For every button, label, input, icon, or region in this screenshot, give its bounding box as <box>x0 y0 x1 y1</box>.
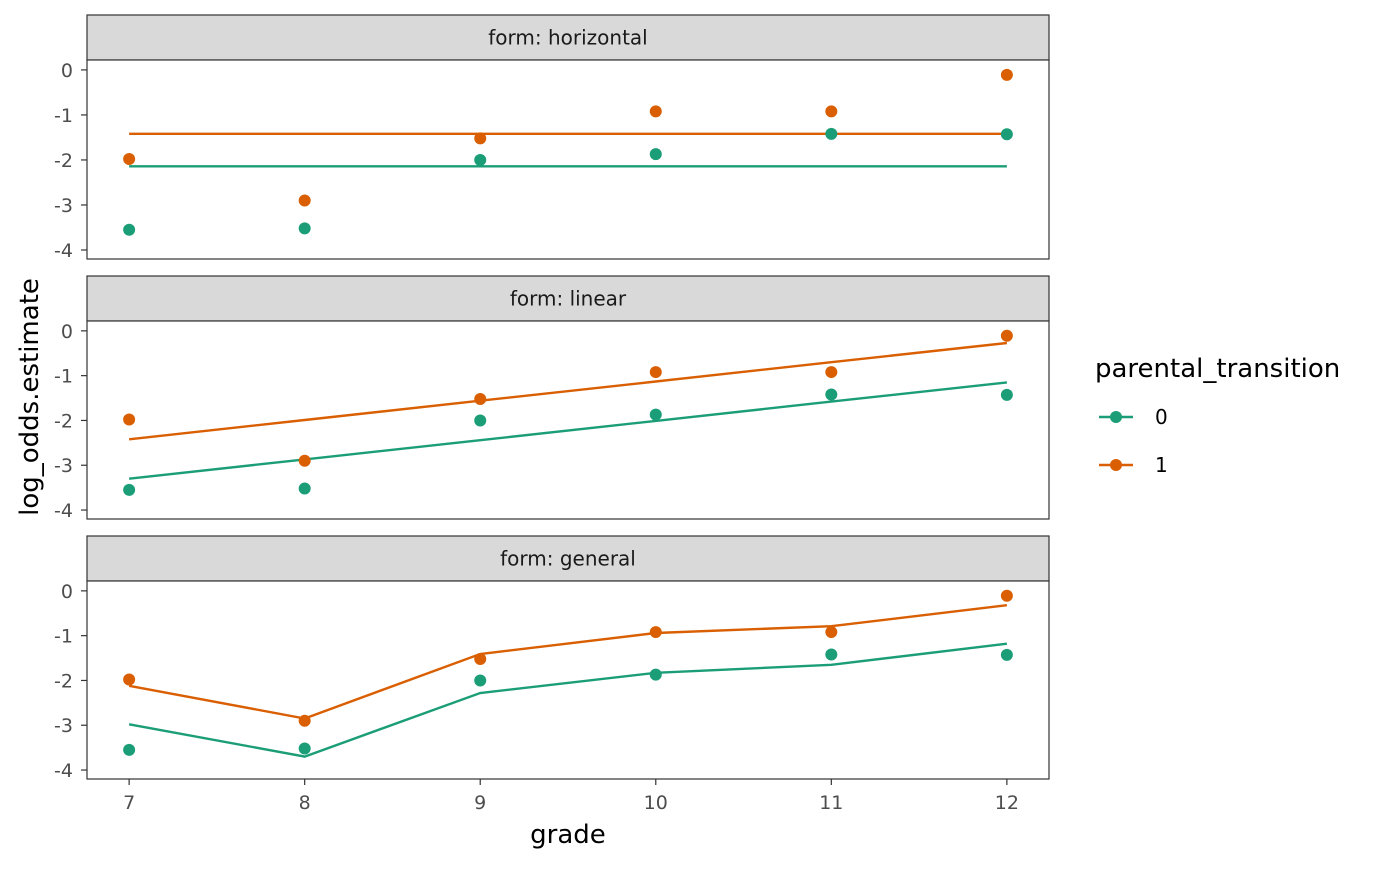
facet-panel-2: form: linear 0 -1 -2 -3 -4 <box>54 275 1050 522</box>
observed-point-transition-1 <box>1000 68 1013 81</box>
observed-point-transition-1 <box>298 714 311 727</box>
observed-point-transition-1 <box>825 626 838 639</box>
observed-point-transition-1 <box>474 132 487 145</box>
y-tick-label: 0 <box>61 581 73 603</box>
observed-point-transition-1 <box>649 105 662 118</box>
observed-point-transition-0 <box>649 408 662 421</box>
facet-strip <box>86 275 1050 322</box>
y-tick-label: -1 <box>54 626 73 648</box>
legend-label: 1 <box>1155 453 1168 477</box>
observed-point-transition-1 <box>649 366 662 379</box>
legend-item-1: 1 <box>1099 453 1168 477</box>
observed-point-transition-0 <box>298 222 311 235</box>
legend-key-point <box>1110 459 1122 471</box>
observed-point-transition-1 <box>123 673 136 686</box>
observed-point-transition-0 <box>649 668 662 681</box>
observed-point-transition-1 <box>1000 329 1013 342</box>
observed-point-transition-0 <box>474 414 487 427</box>
observed-point-transition-0 <box>1000 128 1013 141</box>
observed-point-transition-0 <box>298 482 311 495</box>
observed-point-transition-1 <box>825 105 838 118</box>
x-axis-title: grade <box>530 820 606 850</box>
panel-border <box>86 580 1050 780</box>
x-tick-label: 9 <box>474 792 486 814</box>
facet-strip <box>86 14 1050 61</box>
fitted-line-transition-0 <box>128 642 1008 758</box>
x-tick-label: 8 <box>299 792 311 814</box>
y-tick-label: -1 <box>54 366 73 388</box>
observed-point-transition-0 <box>298 742 311 755</box>
panel-border <box>86 59 1050 260</box>
observed-point-transition-0 <box>825 648 838 661</box>
x-tick-label: 11 <box>819 792 843 814</box>
observed-point-transition-1 <box>474 652 487 665</box>
observed-point-transition-0 <box>649 148 662 161</box>
panel-border <box>86 320 1050 520</box>
y-tick-label: 0 <box>61 321 73 343</box>
facet-panel-3: form: general 0 -1 -2 -3 -4 <box>54 535 1050 782</box>
legend-key-point <box>1110 411 1122 423</box>
observed-point-transition-1 <box>298 454 311 467</box>
observed-point-transition-1 <box>1000 589 1013 602</box>
observed-point-transition-0 <box>123 483 136 496</box>
observed-point-transition-1 <box>649 626 662 639</box>
y-tick-label: -4 <box>54 760 73 782</box>
observed-point-transition-1 <box>825 366 838 379</box>
x-tick-label: 7 <box>123 792 135 814</box>
observed-point-transition-0 <box>825 388 838 401</box>
x-tick-label: 10 <box>644 792 668 814</box>
observed-point-transition-0 <box>1000 388 1013 401</box>
observed-point-transition-0 <box>123 743 136 756</box>
y-tick-label: -3 <box>54 455 73 477</box>
facet-panel-1: form: horizontal 0 -1 -2 -3 -4 <box>54 14 1050 262</box>
fitted-line-transition-0 <box>128 381 1008 480</box>
y-axis-title: log_odds.estimate <box>15 278 45 516</box>
observed-point-transition-1 <box>123 413 136 426</box>
facet-strip-label: form: general <box>500 547 636 571</box>
y-tick-label: -1 <box>54 105 73 127</box>
observed-point-transition-0 <box>1000 648 1013 661</box>
y-tick-label: -3 <box>54 195 73 217</box>
facet-strip-label: form: horizontal <box>488 26 647 50</box>
fitted-line-transition-1 <box>128 604 1008 720</box>
x-tick-label: 12 <box>995 792 1019 814</box>
facet-strip <box>86 535 1050 582</box>
y-tick-label: -2 <box>54 410 73 432</box>
legend-item-0: 0 <box>1099 405 1168 429</box>
observed-point-transition-1 <box>298 194 311 207</box>
legend-title: parental_transition <box>1095 354 1340 384</box>
observed-point-transition-1 <box>123 153 136 166</box>
observed-point-transition-0 <box>123 223 136 236</box>
observed-point-transition-0 <box>825 127 838 140</box>
facet-strip-label: form: linear <box>510 287 627 311</box>
observed-point-transition-1 <box>474 392 487 405</box>
y-tick-label: 0 <box>61 60 73 82</box>
observed-point-transition-0 <box>474 674 487 687</box>
y-tick-label: -2 <box>54 670 73 692</box>
fitted-line-transition-1 <box>128 341 1008 441</box>
y-tick-label: -4 <box>54 500 73 522</box>
y-tick-label: -3 <box>54 715 73 737</box>
y-tick-label: -2 <box>54 150 73 172</box>
y-tick-label: -4 <box>54 240 73 262</box>
legend-label: 0 <box>1155 405 1168 429</box>
observed-point-transition-0 <box>474 153 487 166</box>
legend: parental_transition 0 1 <box>1095 354 1340 477</box>
